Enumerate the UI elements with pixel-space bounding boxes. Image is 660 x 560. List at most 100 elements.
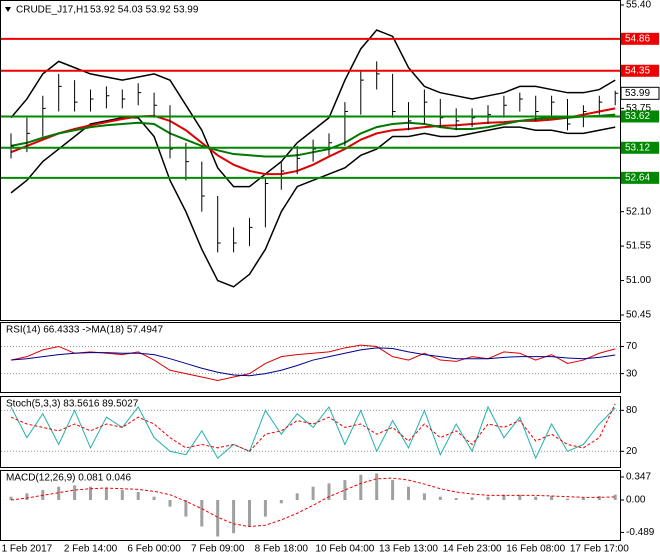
level-label-bg xyxy=(621,64,659,77)
histogram-bar xyxy=(263,499,267,517)
price-bar xyxy=(455,108,460,131)
y-tick-label: 50.45 xyxy=(626,310,651,321)
price-bar xyxy=(185,142,189,181)
histogram-bar xyxy=(184,499,188,517)
histogram-bar xyxy=(120,490,124,500)
histogram-bar xyxy=(9,496,13,500)
histogram-bar xyxy=(343,480,347,500)
y-tick-label: 52.10 xyxy=(626,206,651,217)
series-line xyxy=(10,344,616,381)
price-bar xyxy=(598,95,603,115)
histogram-bar xyxy=(104,488,108,500)
series-line xyxy=(10,403,616,452)
x-tick-label: 14 Feb 23:00 xyxy=(443,544,502,555)
histogram-bar xyxy=(518,494,522,500)
level-label-bg xyxy=(621,141,659,154)
x-tick-label: 6 Feb 00:00 xyxy=(127,544,181,555)
x-tick-label: 10 Feb 04:00 xyxy=(315,544,374,555)
histogram-bar xyxy=(391,480,395,500)
x-tick-label: 2 Feb 14:00 xyxy=(64,544,118,555)
symbol: CRUDE_J17,H1 xyxy=(16,5,89,16)
y-tick-label: 70 xyxy=(626,341,638,352)
price-bar xyxy=(519,92,523,112)
x-tick-label: 17 Feb 17:00 xyxy=(570,544,629,555)
level-label: 54.86 xyxy=(625,33,650,44)
price-bar xyxy=(567,98,571,131)
histogram-bar xyxy=(216,499,220,537)
histogram-bar xyxy=(359,474,363,500)
level-label: 54.35 xyxy=(625,65,650,76)
price-bar xyxy=(551,95,555,118)
series-line xyxy=(10,477,616,528)
histogram-bar xyxy=(57,486,61,500)
price-bar xyxy=(264,177,269,228)
histogram-bar xyxy=(534,496,538,500)
price-bar xyxy=(280,161,285,190)
histogram-bar xyxy=(232,499,236,534)
macd-panel xyxy=(0,470,621,541)
price-bar xyxy=(26,117,30,153)
price-bar xyxy=(376,61,380,90)
price-bar xyxy=(328,133,332,156)
histogram-bar xyxy=(136,492,140,500)
y-tick-label: 20 xyxy=(626,446,638,457)
histogram-bar xyxy=(168,499,172,507)
price-bar xyxy=(471,108,476,128)
histogram-bar xyxy=(295,493,299,500)
x-tick-label: 8 Feb 18:00 xyxy=(255,544,309,555)
price-bar xyxy=(249,217,253,247)
histogram-bar xyxy=(581,498,585,500)
histogram-bar xyxy=(438,496,442,500)
menu-icon xyxy=(5,7,11,12)
price-bar xyxy=(10,133,14,159)
histogram-bar xyxy=(248,499,251,527)
x-tick-label: 13 Feb 13:00 xyxy=(379,544,438,555)
price-bar xyxy=(153,92,158,118)
price-bar xyxy=(58,73,62,112)
level-label: 53.62 xyxy=(625,111,650,122)
y-tick-label: 51.00 xyxy=(626,275,651,286)
last-price-bg xyxy=(620,86,660,100)
last-price-label: 53.99 xyxy=(625,88,650,99)
level-label-bg xyxy=(621,110,659,123)
band-line xyxy=(10,116,616,288)
histogram-bar xyxy=(550,496,554,500)
y-tick-label: 53.75 xyxy=(626,103,651,114)
price-bar xyxy=(90,89,94,112)
panel-title: MACD(12,26,9) 0.081 0.046 xyxy=(6,473,132,484)
price-bar xyxy=(503,95,507,118)
level-label-bg xyxy=(621,171,659,184)
histogram-bar xyxy=(25,493,29,500)
histogram-bar xyxy=(200,499,204,527)
panel-title: RSI(14) 66.4333 ->MA(18) 57.4947 xyxy=(6,325,163,336)
histogram-bar xyxy=(407,486,410,500)
histogram-bar xyxy=(152,496,156,500)
histogram-bar xyxy=(597,496,601,500)
rsi-panel xyxy=(0,322,621,393)
price-bar xyxy=(360,70,364,115)
series-line xyxy=(10,347,616,377)
y-tick-label: -0.489 xyxy=(626,527,655,538)
series-line xyxy=(10,405,616,460)
price-bar xyxy=(169,105,173,159)
price-bar xyxy=(121,89,126,109)
histogram-bar xyxy=(311,486,315,500)
price-bar xyxy=(392,73,396,118)
price-bar xyxy=(105,86,110,109)
histogram-bar xyxy=(327,483,331,500)
histogram-bar xyxy=(375,473,379,500)
histogram-bar xyxy=(502,494,506,500)
level-label-bg xyxy=(621,32,659,45)
y-tick-label: 51.55 xyxy=(626,241,651,252)
x-tick-label: 1 Feb 2017 xyxy=(2,544,53,555)
histogram-bar xyxy=(566,498,569,500)
price-bar xyxy=(201,161,205,212)
histogram-bar xyxy=(89,486,92,500)
price-bar xyxy=(217,196,221,253)
panel-title: Stoch(5,3,3) 83.5616 89.5027 xyxy=(6,399,139,410)
x-tick-label: 16 Feb 08:00 xyxy=(506,544,565,555)
histogram-bar xyxy=(454,498,458,500)
